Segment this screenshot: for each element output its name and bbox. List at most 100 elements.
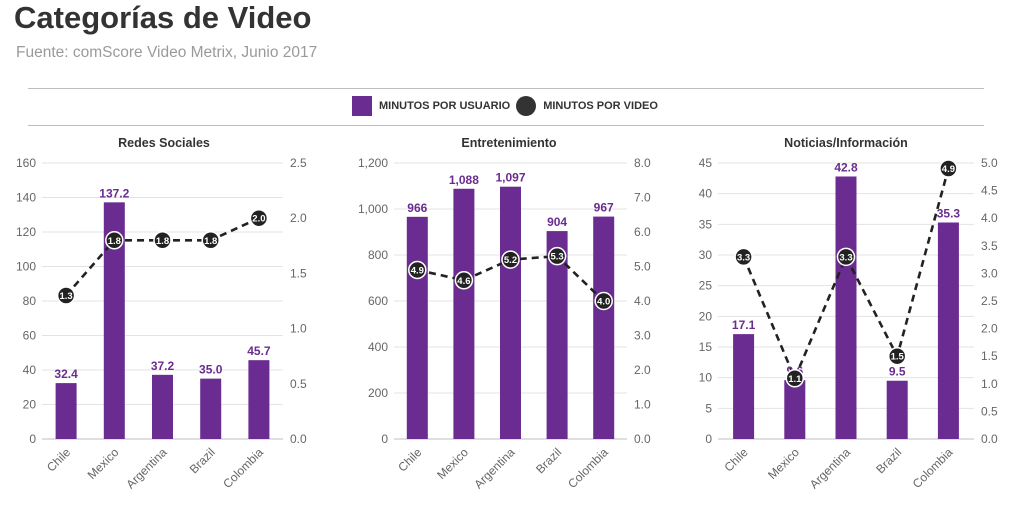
x-tick-label: Chile: [395, 445, 424, 474]
y-tick-label-left: 600: [368, 294, 388, 308]
chart-entretenimiento: Entretenimiento 0 200 400 600 800 1,000 1,200 0.…: [358, 136, 651, 491]
bar-value-label: 35.0: [199, 363, 223, 377]
line-point: [408, 260, 427, 280]
y-tick-label-left: 200: [368, 386, 388, 400]
bar: [406, 216, 428, 439]
chart-title: Redes Sociales: [118, 136, 210, 150]
bar-value-label: 904: [547, 215, 567, 229]
y-tick-label-left: 100: [16, 260, 36, 274]
x-tick-label: Brazil: [533, 445, 564, 476]
y-tick-label-left: 40: [699, 187, 713, 201]
bar-value-label: 45.7: [247, 344, 271, 358]
x-tick-label: Colombia: [220, 445, 266, 491]
bar-value-label: 37.2: [151, 359, 175, 373]
y-tick-label-right: 2.5: [981, 294, 998, 308]
series-line: [65, 217, 260, 297]
y-tick-label-left: 45: [699, 156, 713, 170]
y-tick-label-right: 6.0: [634, 225, 651, 239]
bar-value-label: 42.8: [834, 160, 858, 174]
y-tick-label-left: 160: [16, 156, 36, 170]
legend-bar-label: MINUTOS POR USUARIO: [379, 100, 511, 112]
y-tick-label-right: 1.0: [981, 377, 998, 391]
line-point-label: 1.5: [891, 352, 905, 363]
line-point: [153, 231, 172, 250]
line-point-label: 4.9: [942, 164, 955, 175]
y-tick-label-right: 4.0: [981, 211, 998, 225]
bar: [784, 380, 806, 439]
bar-value-label: 1,088: [449, 173, 479, 187]
line-point-label: 4.9: [411, 265, 424, 276]
line-point: [454, 271, 474, 290]
y-tick-label-right: 8.0: [634, 156, 651, 170]
y-tick-label-right: 5.0: [634, 260, 651, 274]
line-point-label: 1.1: [788, 374, 802, 385]
line-point-label: 3.3: [839, 252, 852, 263]
x-tick-label: Argentina: [471, 445, 517, 491]
line-point-label: 1.3: [59, 291, 72, 302]
y-tick-label-right: 0.0: [981, 432, 998, 446]
line-point: [594, 291, 613, 311]
bar: [453, 188, 475, 439]
page-title: Categorías de Video: [14, 0, 312, 35]
line-point: [201, 231, 220, 250]
y-tick-label-right: 3.0: [634, 329, 651, 343]
line-point: [785, 369, 805, 388]
chart-redes-sociales: Redes Sociales 0 20 40 60 80 100 120 140 160 0.0 0.…: [16, 136, 307, 491]
y-tick-label-right: 7.0: [634, 191, 651, 205]
bar: [937, 222, 959, 439]
line-point-label: 2.0: [252, 214, 265, 225]
y-tick-label-right: 5.0: [981, 156, 998, 170]
line-point: [734, 247, 753, 267]
y-tick-label-left: 35: [699, 217, 713, 231]
bar-value-label: 35.3: [937, 206, 961, 220]
y-tick-label-right: 1.0: [290, 322, 307, 336]
bar-value-label: 137.2: [99, 186, 129, 200]
y-tick-label-left: 800: [368, 248, 388, 262]
bar-value-label: 17.1: [732, 318, 756, 332]
line-point-label: 5.2: [504, 255, 517, 266]
y-tick-label-left: 140: [16, 191, 36, 205]
line-point-label: 1.8: [156, 236, 169, 247]
y-tick-label-right: 4.0: [634, 294, 651, 308]
y-tick-label-left: 0: [705, 432, 712, 446]
bar-value-label: 1,097: [495, 171, 525, 185]
legend-line-label: MINUTOS POR VIDEO: [543, 100, 658, 112]
legend-divider: [28, 125, 984, 126]
y-tick-label-right: 2.5: [290, 156, 307, 170]
x-tick-label: Argentina: [123, 445, 169, 491]
bar: [835, 176, 857, 439]
x-tick-label: Brazil: [873, 445, 904, 476]
legend-bar-swatch: [352, 96, 372, 116]
legend-line-marker: [516, 96, 537, 116]
line-point-label: 1.8: [108, 236, 121, 247]
y-tick-label-right: 0.5: [290, 377, 307, 391]
bar: [103, 202, 125, 439]
y-tick-label-right: 0.0: [634, 432, 651, 446]
line-point: [836, 247, 856, 267]
line-point: [249, 208, 269, 228]
y-tick-label-left: 10: [699, 371, 713, 385]
y-tick-label-left: 0: [29, 432, 36, 446]
bar: [733, 334, 755, 439]
bar: [593, 216, 615, 439]
x-tick-label: Chile: [721, 445, 750, 474]
y-tick-label-left: 400: [368, 340, 388, 354]
bar: [546, 231, 568, 439]
y-tick-label-left: 20: [699, 309, 713, 323]
y-tick-label-right: 3.5: [981, 239, 998, 253]
line-point-label: 3.3: [737, 252, 750, 263]
y-tick-label-right: 1.0: [634, 398, 651, 412]
y-tick-label-right: 1.5: [981, 349, 998, 363]
bar: [200, 378, 222, 439]
line-point: [56, 286, 76, 305]
line-point-label: 5.3: [550, 252, 563, 263]
bar: [152, 374, 173, 439]
y-tick-label-right: 0.0: [290, 432, 307, 446]
bar: [248, 360, 270, 439]
page-subtitle: Fuente: comScore Video Metrix, Junio 201…: [16, 44, 318, 61]
y-tick-label-left: 5: [705, 401, 712, 415]
y-tick-label-left: 80: [23, 294, 37, 308]
x-tick-label: Mexico: [85, 445, 122, 482]
bar-value-label: 966: [407, 201, 427, 215]
chart-noticias-informacion: Noticias/Información 0 5 10 15 20 25 30 35 40 45 0.…: [699, 136, 998, 491]
